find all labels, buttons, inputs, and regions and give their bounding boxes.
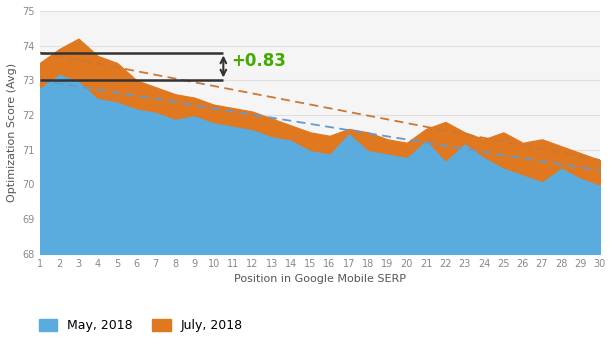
Legend: May, 2018, July, 2018: May, 2018, July, 2018	[34, 314, 248, 337]
Y-axis label: Optimization Score (Avg): Optimization Score (Avg)	[7, 63, 17, 202]
Text: +0.83: +0.83	[231, 52, 286, 70]
X-axis label: Position in Google Mobile SERP: Position in Google Mobile SERP	[234, 274, 406, 284]
